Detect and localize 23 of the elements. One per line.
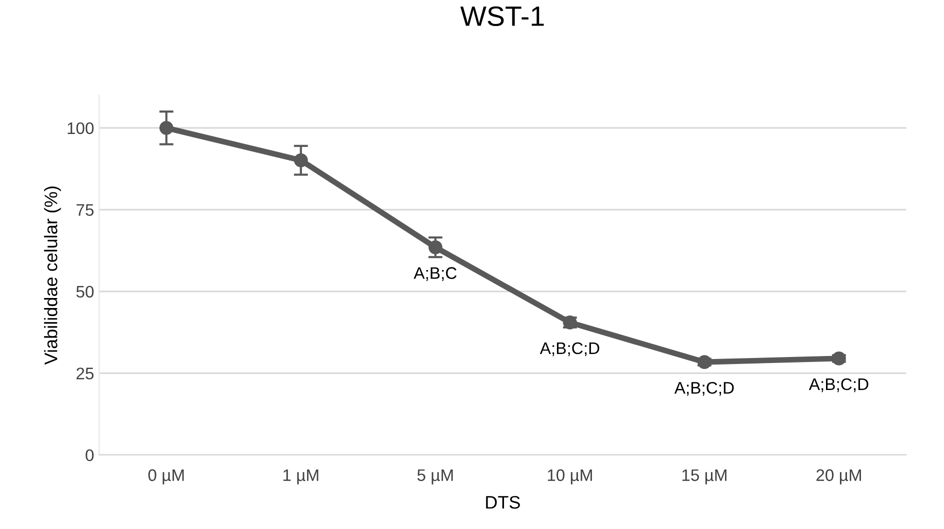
- x-tick-label: 20 µM: [816, 469, 861, 484]
- point: [294, 153, 308, 168]
- chart-title: WST-1: [460, 6, 544, 26]
- y-tick-label: 0: [86, 449, 94, 462]
- x-axis-title: DTS: [486, 496, 520, 509]
- point: [159, 120, 174, 135]
- annotation: A;B;C: [414, 267, 457, 281]
- point: [428, 240, 442, 254]
- point: [832, 352, 846, 366]
- x-tick-label: 5 µM: [417, 469, 453, 484]
- y-axis-title: Viabiliddae celular (%): [44, 186, 61, 365]
- x-tick-label: 10 µM: [548, 469, 592, 484]
- y-tick-label: 25: [76, 368, 94, 380]
- annotation: A;B;C;D: [674, 382, 734, 396]
- x-tick-label: 15 µM: [682, 469, 726, 484]
- y-tick-label: 100: [68, 122, 94, 134]
- annotation: A;B;C;D: [540, 342, 600, 356]
- annotation: A;B;C;D: [808, 378, 868, 392]
- y-tick-label: 75: [76, 204, 94, 216]
- y-tick-label: 50: [76, 286, 94, 298]
- x-tick-label: 1 µM: [283, 469, 318, 484]
- point: [698, 355, 712, 370]
- x-tick-label: 0 µM: [148, 469, 184, 484]
